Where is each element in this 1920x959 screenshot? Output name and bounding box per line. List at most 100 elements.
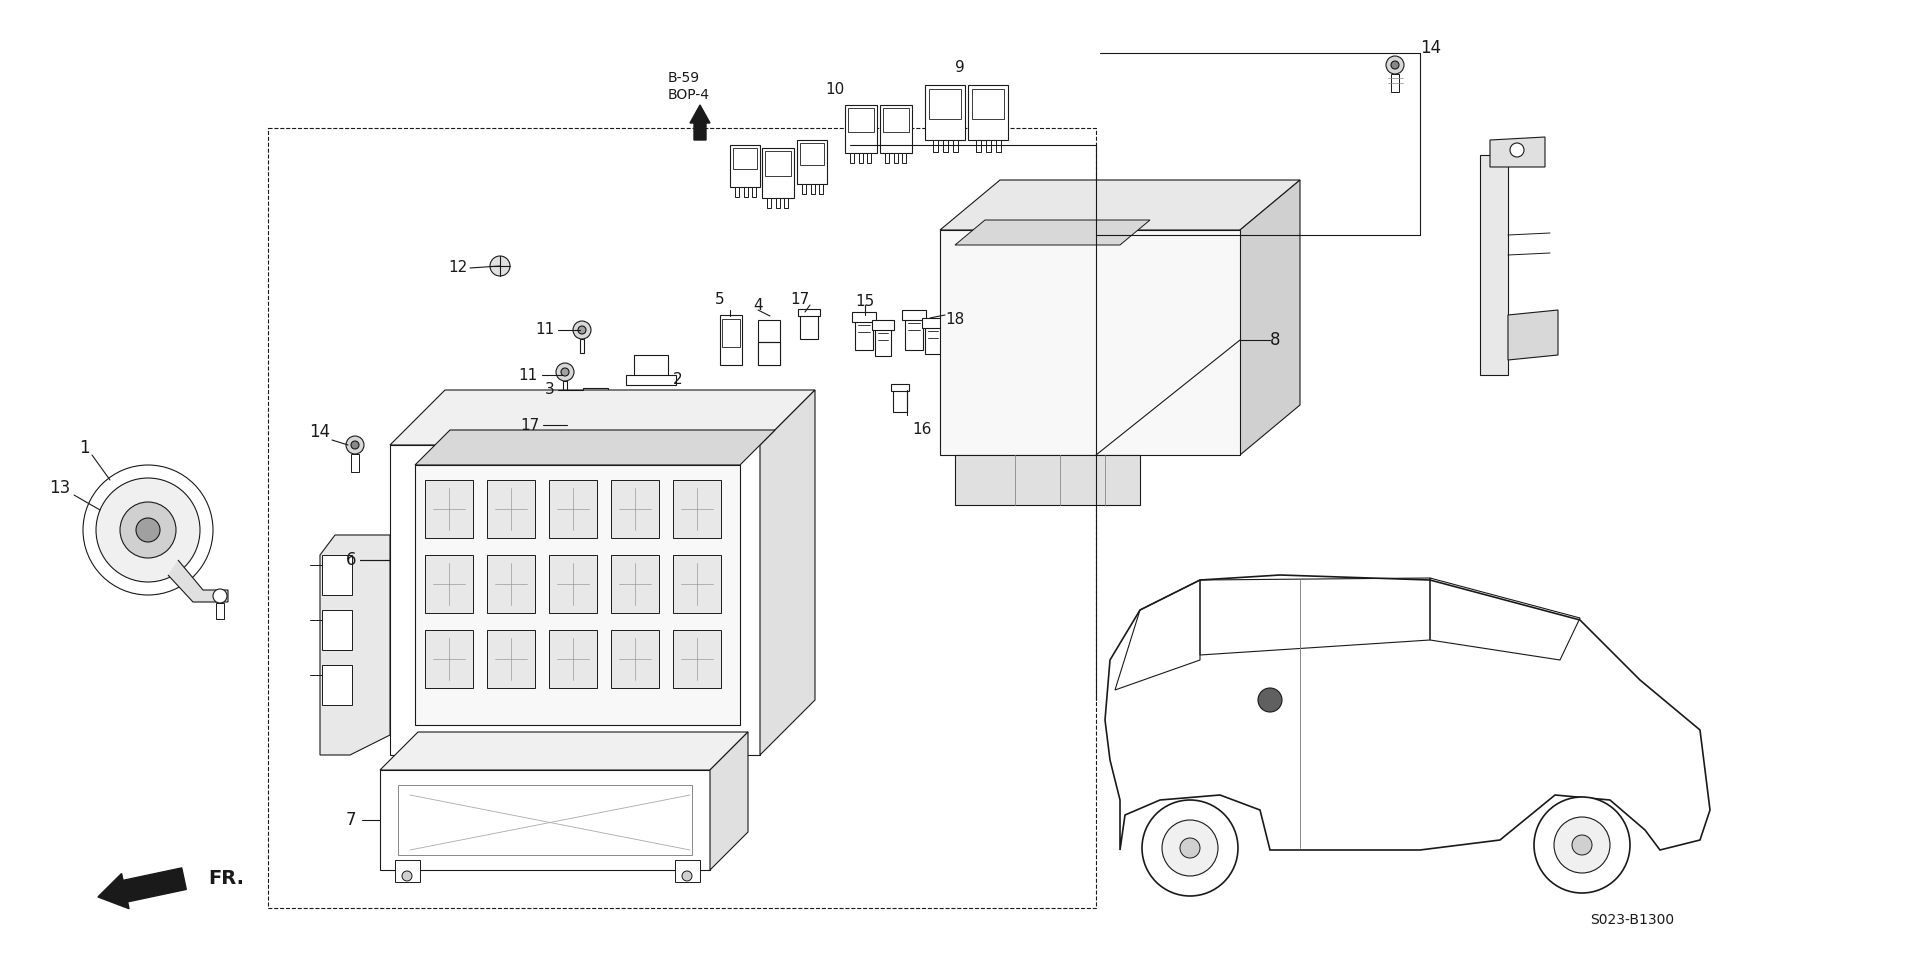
Bar xyxy=(902,310,925,320)
Bar xyxy=(488,480,536,538)
Text: 6: 6 xyxy=(346,551,355,569)
Bar xyxy=(397,785,691,855)
Circle shape xyxy=(572,321,591,339)
Circle shape xyxy=(1572,835,1592,855)
Bar xyxy=(568,420,586,444)
Circle shape xyxy=(351,441,359,449)
Bar xyxy=(674,555,722,613)
Circle shape xyxy=(213,589,227,603)
Bar xyxy=(893,390,906,412)
Polygon shape xyxy=(390,445,760,755)
Bar xyxy=(987,140,991,152)
Bar xyxy=(803,184,806,194)
Bar xyxy=(952,140,958,152)
Bar xyxy=(549,480,597,538)
Bar xyxy=(758,342,780,365)
Circle shape xyxy=(83,465,213,595)
Bar xyxy=(753,187,756,197)
Bar xyxy=(215,603,225,619)
Polygon shape xyxy=(954,220,1150,245)
Bar xyxy=(783,198,787,208)
Bar xyxy=(762,148,795,198)
Bar xyxy=(584,388,609,410)
Bar xyxy=(549,555,597,613)
Circle shape xyxy=(1162,820,1217,876)
Bar xyxy=(758,320,780,365)
Bar xyxy=(797,140,828,184)
Polygon shape xyxy=(1240,180,1300,455)
FancyArrow shape xyxy=(689,105,710,140)
FancyArrow shape xyxy=(98,868,186,909)
Circle shape xyxy=(1509,143,1524,157)
Bar xyxy=(891,384,908,391)
Polygon shape xyxy=(1106,575,1711,850)
Bar xyxy=(488,555,536,613)
Bar xyxy=(424,480,472,538)
Text: 10: 10 xyxy=(826,82,845,98)
Text: 5: 5 xyxy=(714,292,726,308)
Bar xyxy=(845,105,877,153)
Text: FR.: FR. xyxy=(207,869,244,887)
Bar xyxy=(776,198,780,208)
Text: 15: 15 xyxy=(856,294,876,310)
Bar xyxy=(868,153,872,163)
Bar xyxy=(933,140,939,152)
Text: 7: 7 xyxy=(346,811,355,829)
Polygon shape xyxy=(1490,137,1546,167)
Bar xyxy=(549,630,597,688)
Bar xyxy=(676,860,701,882)
Circle shape xyxy=(1258,688,1283,712)
Polygon shape xyxy=(380,770,710,870)
Polygon shape xyxy=(169,560,228,602)
Bar xyxy=(634,355,668,383)
Text: 14: 14 xyxy=(309,423,330,441)
Bar xyxy=(849,108,874,132)
Text: 8: 8 xyxy=(1269,331,1281,349)
Text: 9: 9 xyxy=(954,60,966,76)
Bar xyxy=(852,312,876,322)
Circle shape xyxy=(490,256,511,276)
Bar xyxy=(872,320,895,330)
Bar xyxy=(563,381,566,395)
Bar xyxy=(470,755,511,777)
Bar xyxy=(611,480,659,538)
Bar xyxy=(674,480,722,538)
Text: 11: 11 xyxy=(518,367,538,383)
Bar xyxy=(851,153,854,163)
Circle shape xyxy=(1534,797,1630,893)
Polygon shape xyxy=(710,732,749,870)
Polygon shape xyxy=(415,430,776,465)
Bar xyxy=(972,89,1004,119)
Circle shape xyxy=(96,478,200,582)
Bar xyxy=(269,128,1096,908)
Bar xyxy=(396,860,420,882)
Bar xyxy=(580,339,584,353)
Bar xyxy=(883,108,908,132)
Bar xyxy=(720,315,741,365)
Bar xyxy=(922,318,945,328)
Bar xyxy=(858,153,862,163)
Bar xyxy=(879,105,912,153)
Bar xyxy=(801,143,824,165)
Circle shape xyxy=(1553,817,1611,873)
Bar xyxy=(735,187,739,197)
Text: 14: 14 xyxy=(1421,39,1442,57)
Bar xyxy=(876,328,891,356)
Bar xyxy=(566,414,588,421)
Bar xyxy=(578,404,616,414)
Text: 4: 4 xyxy=(753,297,762,313)
Circle shape xyxy=(578,326,586,334)
Bar xyxy=(611,630,659,688)
Bar xyxy=(968,85,1008,140)
Bar xyxy=(722,319,739,347)
Text: 13: 13 xyxy=(48,479,69,497)
Circle shape xyxy=(561,368,568,376)
Text: 16: 16 xyxy=(912,423,931,437)
Bar xyxy=(745,187,749,197)
Bar xyxy=(611,555,659,613)
Circle shape xyxy=(1390,61,1400,69)
Bar xyxy=(810,184,814,194)
Circle shape xyxy=(401,871,413,881)
Text: 17: 17 xyxy=(791,292,810,308)
Bar xyxy=(733,148,756,169)
